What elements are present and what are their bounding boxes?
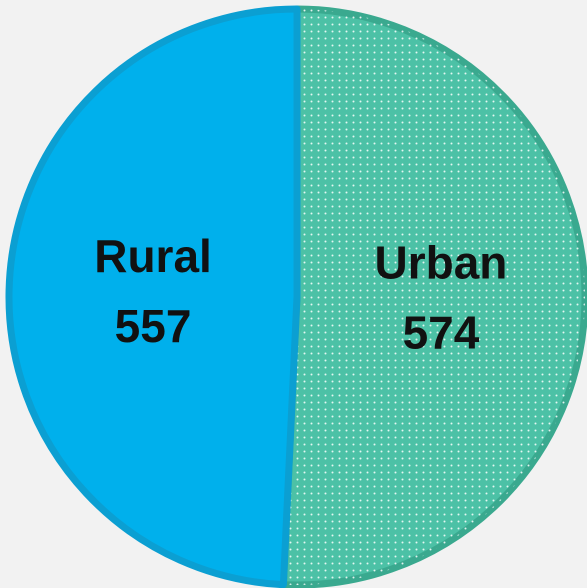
slice-category-label: Rural: [94, 230, 212, 282]
slice-value-label: 574: [403, 307, 480, 359]
pie-slice: [5, 5, 301, 588]
slice-value-label: 557: [115, 300, 192, 352]
slice-pattern: [283, 9, 585, 586]
slice-category-label: Urban: [375, 237, 508, 289]
